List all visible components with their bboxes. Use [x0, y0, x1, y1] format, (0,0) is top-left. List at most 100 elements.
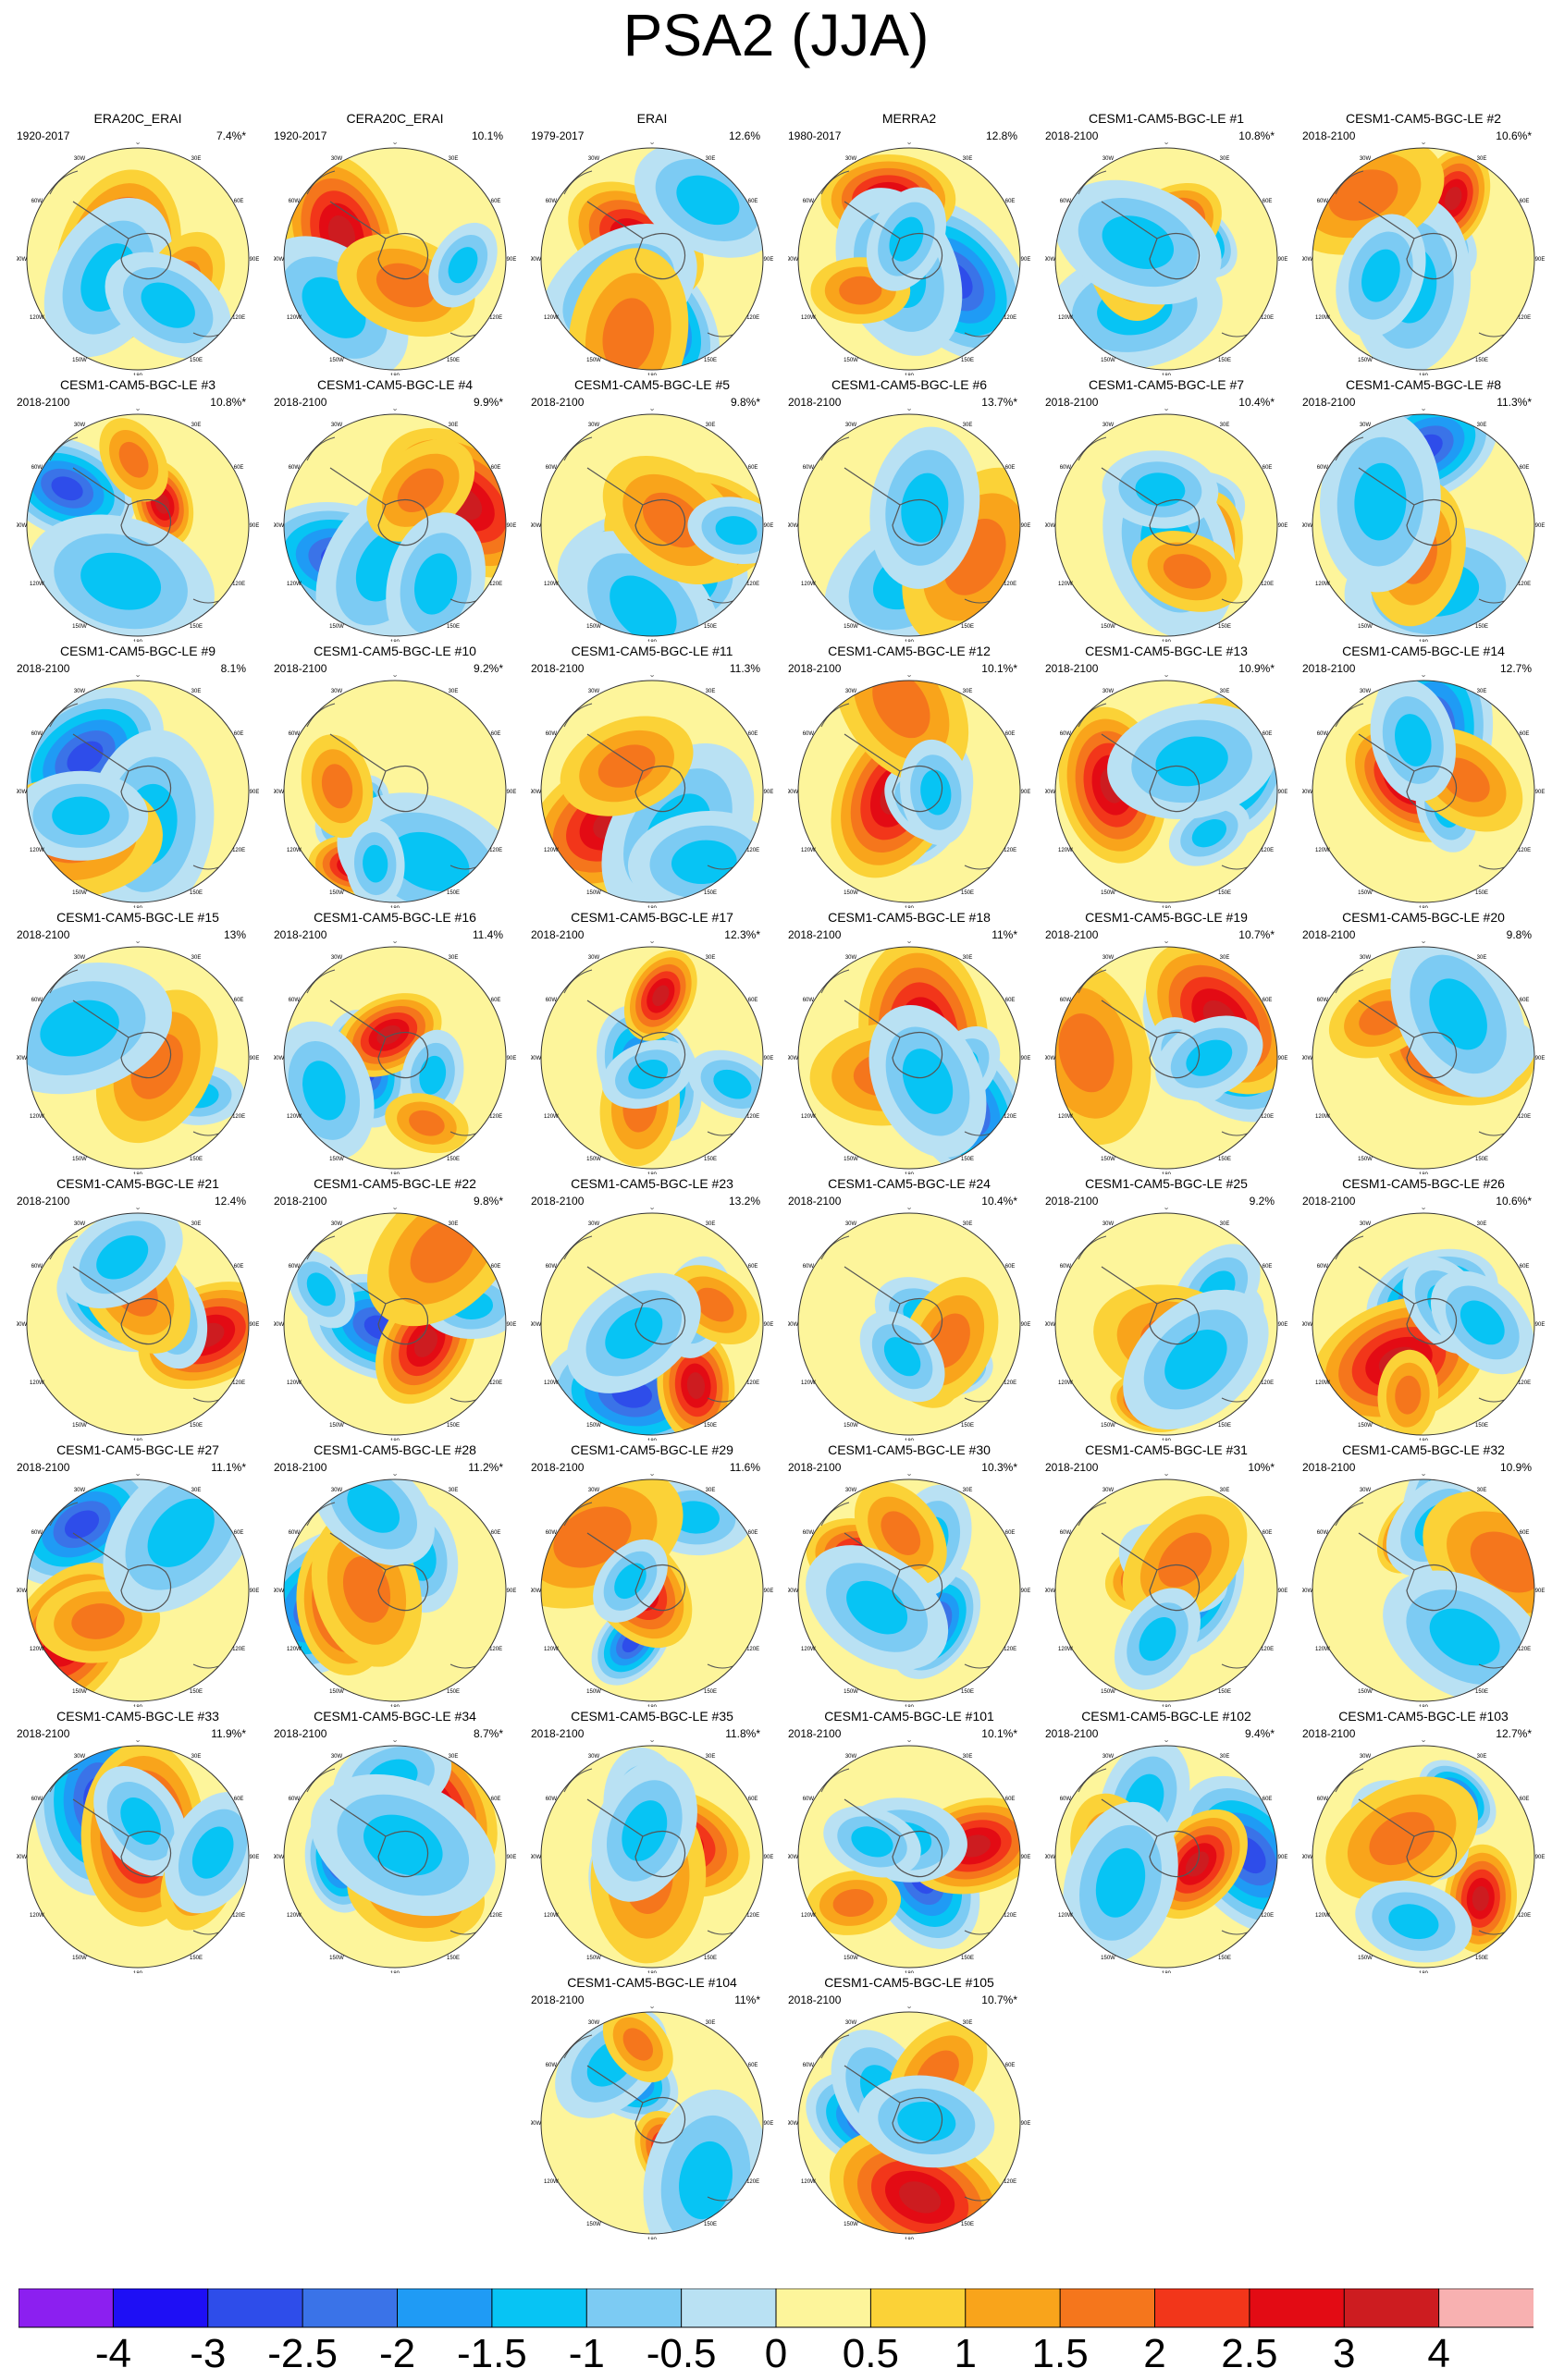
negative-anomaly-contour — [605, 1307, 663, 1359]
meridian-label: 120E — [1004, 582, 1016, 587]
meridian-label: 30W — [1360, 955, 1372, 961]
coastline — [72, 733, 172, 813]
meridian-label: 90W — [1045, 257, 1056, 263]
negative-anomaly-contour — [302, 1061, 346, 1121]
meridian-label: 60W — [546, 1264, 558, 1270]
meridian-label: 90E — [1535, 790, 1545, 795]
meridian-label: 120E — [1261, 1647, 1274, 1652]
panel-period: 1980-2017 — [788, 129, 842, 142]
colorbar-label: -4 — [94, 2331, 131, 2376]
negative-anomaly-contour — [141, 282, 195, 328]
meridian-label: 30E — [1477, 689, 1487, 694]
panel-period: 2018-2100 — [1045, 396, 1099, 409]
meridian-label: 120W — [544, 1114, 559, 1120]
meridian-label: 30E — [1477, 156, 1487, 162]
meridian-label: 90W — [788, 257, 799, 263]
meridian-label: 90E — [1278, 1056, 1287, 1061]
meridian-label: 30E — [449, 955, 459, 961]
meridian-label: 30E — [449, 156, 459, 162]
map-panel: CESM1-CAM5-BGC-LE #29 2018-2100 11.6% 0 30E 6… — [523, 1442, 781, 1707]
meridian-label: 180 — [647, 906, 658, 908]
meridian-label: 150W — [844, 1956, 858, 1961]
meridian-label: 90W — [17, 257, 28, 263]
negative-anomaly-contour — [1095, 1847, 1146, 1918]
colorbar-label: 1.5 — [1031, 2331, 1089, 2376]
panel-title: CESM1-CAM5-BGC-LE #9 — [59, 644, 216, 658]
polar-map: 0 30E 60E 90E 120E 150E 180 150W 120W 90W 60W 30W — [531, 142, 773, 375]
colorbar-label: 0.5 — [842, 2331, 899, 2376]
map-border — [540, 680, 764, 903]
coastline — [1101, 1000, 1201, 1079]
map-border — [1312, 147, 1535, 371]
meridian-label: 150E — [1475, 1956, 1488, 1961]
meridian-label: 30E — [706, 423, 716, 428]
meridian-label: 30E — [1220, 1221, 1230, 1227]
meridian-label: 150E — [447, 624, 460, 630]
meridian-label: 90W — [274, 257, 285, 263]
panel-percentage: 11.2%* — [468, 1461, 503, 1474]
panel-period: 2018-2100 — [788, 928, 842, 941]
meridian-label: 120W — [544, 1647, 559, 1652]
coastline — [329, 201, 429, 280]
positive-anomaly-contour — [321, 764, 353, 809]
meridian-label: 150W — [844, 890, 858, 896]
meridian-label: 120W — [287, 1380, 302, 1386]
panel-title: CESM1-CAM5-BGC-LE #102 — [1081, 1709, 1251, 1724]
negative-anomaly-contour — [147, 1498, 215, 1567]
meridian-label: 0 — [1422, 1740, 1425, 1744]
meridian-label: 60W — [546, 199, 558, 204]
meridian-label: 60W — [289, 1797, 301, 1802]
meridian-label: 90E — [250, 1056, 259, 1061]
coastline — [72, 1266, 172, 1345]
meridian-label: 150E — [447, 1157, 460, 1162]
negative-anomaly-contour — [614, 1563, 647, 1600]
meridian-label: 120E — [1004, 1647, 1016, 1652]
polar-map: 0 30E 60E 90E 120E 150E 180 150W 120W 90W 60W 30W — [1045, 1208, 1287, 1441]
negative-anomaly-contour — [1164, 1330, 1227, 1390]
coastline — [72, 1798, 172, 1878]
polar-map: 0 30E 60E 90E 120E 150E 180 150W 120W 90W 60W 30W — [17, 1208, 259, 1441]
meridian-label: 150E — [704, 2222, 717, 2227]
meridian-label: 90W — [788, 1589, 799, 1594]
meridian-label: 90W — [1302, 1589, 1313, 1594]
meridian-label: 120E — [1518, 1380, 1531, 1386]
meridian-label: 150E — [961, 2222, 974, 2227]
meridian-label: 150E — [1218, 358, 1231, 363]
meridian-label: 120W — [544, 1913, 559, 1919]
meridian-label: 60W — [546, 731, 558, 737]
positive-anomaly-contour — [1158, 1532, 1212, 1588]
meridian-label: 0 — [907, 1474, 911, 1478]
polar-map: 0 30E 60E 90E 120E 150E 180 150W 120W 90W 60W 30W — [17, 941, 259, 1174]
colorbar-segment — [869, 2288, 967, 2328]
meridian-label: 90E — [764, 790, 773, 795]
meridian-label: 120E — [1261, 1913, 1274, 1919]
map-panel: CESM1-CAM5-BGC-LE #7 2018-2100 10.4%* 0 30E 6… — [1038, 377, 1295, 642]
meridian-label: 120W — [1315, 315, 1330, 321]
meridian-label: 120E — [1004, 2179, 1016, 2185]
panel-title: CESM1-CAM5-BGC-LE #1 — [1088, 111, 1245, 126]
panel-percentage: 11.8%* — [725, 1727, 760, 1740]
panel-percentage: 9.8%* — [473, 1195, 503, 1208]
meridian-label: 120E — [1518, 848, 1531, 853]
meridian-label: 120E — [232, 1380, 245, 1386]
panel-percentage: 12.7%* — [1496, 1727, 1532, 1740]
meridian-label: 150W — [329, 358, 344, 363]
map-panel: CESM1-CAM5-BGC-LE #18 2018-2100 11%* 0 30E 60… — [781, 910, 1038, 1174]
meridian-label: 120E — [489, 1114, 502, 1120]
coastline — [1101, 1532, 1201, 1612]
polar-map: 0 30E 60E 90E 120E 150E 180 150W 120W 90W 60W 30W — [1302, 142, 1545, 375]
meridian-label: 60W — [289, 465, 301, 471]
meridian-label: 30E — [706, 156, 716, 162]
meridian-label: 60W — [1060, 998, 1072, 1003]
meridian-label: 60W — [546, 998, 558, 1003]
meridian-label: 0 — [907, 941, 911, 945]
map-panel: CESM1-CAM5-BGC-LE #27 2018-2100 11.1%* 0 30E… — [9, 1442, 266, 1707]
meridian-label: 60W — [803, 731, 815, 737]
coastline — [329, 1532, 429, 1612]
meridian-label: 30W — [845, 689, 857, 694]
meridian-label: 120W — [801, 582, 816, 587]
meridian-label: 90E — [1278, 257, 1287, 263]
colorbar — [18, 2288, 1534, 2328]
panel-percentage: 11.3%* — [1497, 396, 1532, 409]
map-border — [540, 413, 764, 637]
